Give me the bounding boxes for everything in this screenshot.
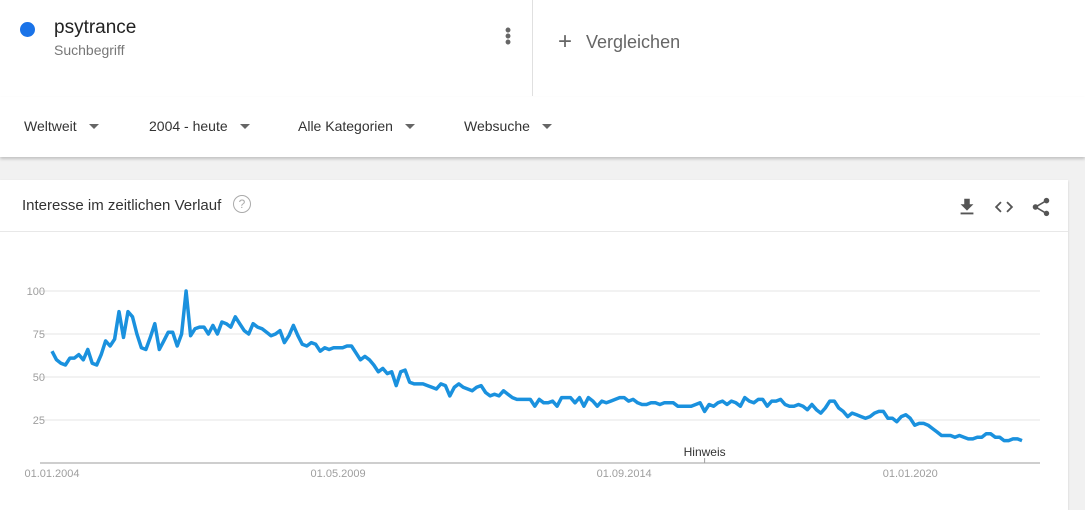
annotation-label: Hinweis bbox=[684, 445, 726, 459]
filter-search-type[interactable]: Websuche bbox=[464, 118, 552, 134]
plus-icon: + bbox=[558, 28, 572, 56]
y-tick-label: 25 bbox=[33, 415, 45, 427]
filter-label: Alle Kategorien bbox=[298, 118, 393, 134]
term-type: Suchbegriff bbox=[54, 42, 125, 58]
filter-label: 2004 - heute bbox=[149, 118, 228, 134]
more-vert-icon[interactable]: ••• bbox=[500, 27, 516, 47]
chevron-down-icon bbox=[405, 124, 415, 129]
series-line bbox=[52, 291, 1022, 441]
filter-region[interactable]: Weltweit bbox=[24, 118, 99, 134]
filter-category[interactable]: Alle Kategorien bbox=[298, 118, 415, 134]
y-tick-label: 75 bbox=[33, 329, 45, 341]
chevron-down-icon bbox=[542, 124, 552, 129]
line-chart: 25 50 75 100 01.01.2004 01.05.2009 01.09.2014 0… bbox=[0, 180, 1068, 500]
filter-bar: Weltweit 2004 - heute Alle Kategorien We… bbox=[0, 97, 1085, 157]
term-card[interactable]: psytrance Suchbegriff ••• bbox=[0, 0, 533, 96]
search-terms-bar: psytrance Suchbegriff ••• + Vergleichen bbox=[0, 0, 1085, 98]
x-tick-label: 01.01.2004 bbox=[24, 468, 79, 480]
compare-button[interactable]: + Vergleichen bbox=[558, 28, 680, 56]
x-tick-label: 01.01.2020 bbox=[883, 468, 938, 480]
compare-label: Vergleichen bbox=[586, 32, 680, 53]
x-tick-label: 01.05.2009 bbox=[311, 468, 366, 480]
filter-label: Weltweit bbox=[24, 118, 77, 134]
chevron-down-icon bbox=[89, 124, 99, 129]
term-color-dot bbox=[20, 22, 35, 37]
filter-label: Websuche bbox=[464, 118, 530, 134]
y-tick-label: 100 bbox=[27, 286, 45, 298]
filter-time[interactable]: 2004 - heute bbox=[149, 118, 250, 134]
y-tick-label: 50 bbox=[33, 372, 45, 384]
x-tick-label: 01.09.2014 bbox=[597, 468, 652, 480]
term-name[interactable]: psytrance bbox=[54, 17, 136, 39]
chevron-down-icon bbox=[240, 124, 250, 129]
